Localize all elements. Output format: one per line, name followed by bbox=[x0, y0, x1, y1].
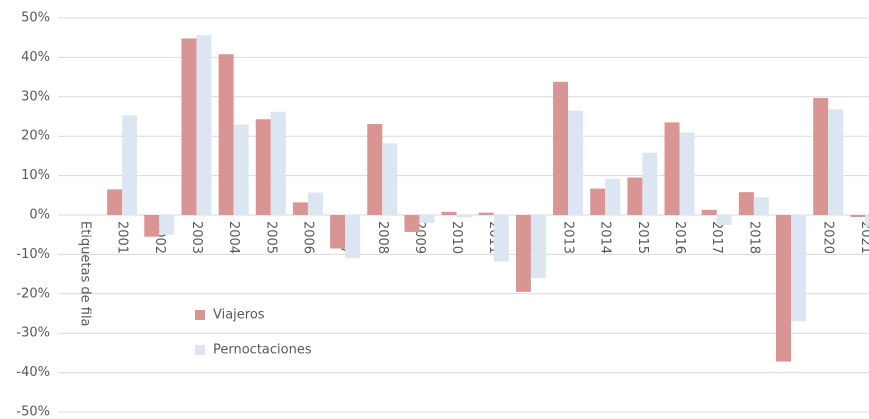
y-tick-label: 30% bbox=[21, 89, 50, 104]
bar bbox=[664, 122, 680, 215]
bar bbox=[270, 111, 286, 215]
bar bbox=[865, 215, 869, 227]
x-tick-label: 2021 bbox=[858, 221, 869, 254]
x-tick-label: 2005 bbox=[263, 221, 278, 254]
bar bbox=[159, 215, 175, 235]
x-tick-label: 2016 bbox=[672, 221, 687, 254]
bar bbox=[515, 215, 531, 292]
bar bbox=[122, 115, 138, 215]
bar bbox=[218, 54, 234, 215]
x-tick-label: 2010 bbox=[449, 221, 464, 254]
bar bbox=[791, 215, 807, 322]
bar bbox=[292, 202, 308, 215]
bar bbox=[367, 123, 383, 215]
bar bbox=[181, 38, 197, 215]
bar bbox=[107, 189, 123, 215]
y-tick-label: -10% bbox=[16, 247, 50, 262]
bar bbox=[813, 97, 829, 215]
bar bbox=[701, 209, 717, 215]
bar bbox=[553, 81, 569, 215]
y-tick-label: 20% bbox=[21, 129, 50, 144]
bar bbox=[753, 197, 769, 215]
legend-swatch bbox=[195, 345, 205, 355]
y-tick-label: 10% bbox=[21, 168, 50, 183]
bar bbox=[196, 35, 212, 215]
x-tick-label: 2004 bbox=[226, 221, 241, 254]
y-tick-label: -40% bbox=[16, 365, 50, 380]
x-tick-label: 2020 bbox=[821, 221, 836, 254]
x-tick-label: Etiquetas de fila bbox=[77, 221, 92, 327]
x-tick-label: 2013 bbox=[561, 221, 576, 254]
bar bbox=[605, 178, 621, 215]
y-tick-label: 40% bbox=[21, 50, 50, 65]
bar bbox=[255, 119, 271, 215]
bar bbox=[419, 215, 435, 223]
bar bbox=[776, 215, 792, 362]
bar bbox=[478, 212, 494, 215]
y-tick-label: -20% bbox=[16, 286, 50, 301]
bar bbox=[642, 152, 658, 215]
bar bbox=[345, 215, 361, 259]
bar bbox=[330, 215, 346, 249]
y-tick-label: 50% bbox=[21, 11, 50, 26]
x-tick-label: 2014 bbox=[598, 221, 613, 254]
bar bbox=[382, 143, 398, 215]
bar bbox=[233, 124, 249, 215]
x-tick-label: 2006 bbox=[300, 221, 315, 254]
legend-swatch bbox=[195, 310, 205, 320]
x-tick-label: 2008 bbox=[375, 221, 390, 254]
bar bbox=[716, 215, 732, 225]
x-tick-label: 2001 bbox=[115, 221, 130, 254]
x-tick-label: 2003 bbox=[189, 221, 204, 254]
x-tick-label: 2018 bbox=[746, 221, 761, 254]
x-tick-label: 2017 bbox=[709, 221, 724, 254]
legend-label: Viajeros bbox=[213, 308, 265, 323]
bar bbox=[850, 215, 866, 217]
bar bbox=[144, 215, 160, 237]
bar bbox=[679, 132, 695, 215]
bar bbox=[738, 192, 754, 215]
bar bbox=[627, 177, 643, 215]
bar bbox=[456, 215, 472, 218]
bar bbox=[530, 215, 546, 279]
bar bbox=[441, 211, 457, 215]
y-tick-label: -30% bbox=[16, 326, 50, 341]
y-tick-label: 0% bbox=[29, 208, 50, 223]
bar bbox=[404, 215, 420, 232]
bar bbox=[493, 215, 509, 262]
legend-label: Pernoctaciones bbox=[213, 343, 312, 358]
y-tick-label: -50% bbox=[16, 405, 50, 419]
bar bbox=[590, 188, 606, 215]
x-tick-label: 2015 bbox=[635, 221, 650, 254]
bar bbox=[828, 109, 844, 215]
bar bbox=[307, 192, 323, 215]
bar bbox=[568, 110, 584, 215]
